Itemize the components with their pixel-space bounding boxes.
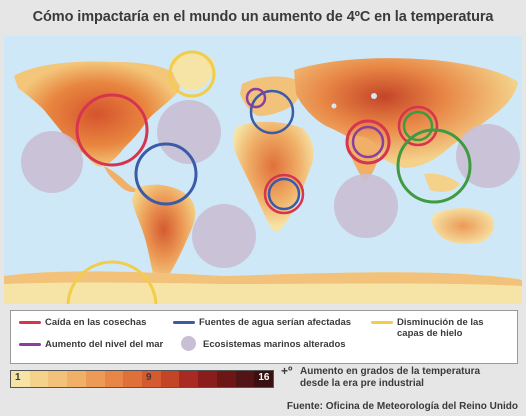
scale-description-line2: desde la era pre industrial (300, 378, 424, 389)
cosechas-circle-southern-africa (263, 173, 305, 215)
asia-landmass (294, 58, 518, 168)
southeast-asia-landmass (424, 173, 460, 192)
australia-landmass (432, 208, 495, 244)
legend-agua-label: Fuentes de agua serían afectadas (199, 317, 352, 328)
north-america-landmass (14, 61, 181, 167)
mar-circle-mediterranean (245, 87, 267, 109)
map-title: Cómo impactaría en el mundo un aumento d… (32, 9, 494, 25)
scale-min-label: 1 (15, 372, 21, 383)
scale-cell: 1 (11, 371, 30, 387)
scale-prefix: +º (281, 364, 293, 378)
scale-cell (29, 371, 49, 387)
scale-cell (198, 371, 217, 387)
ecosistemas-circle-atlantic-west (21, 131, 83, 193)
ecosistemas-circle-south-atlantic (192, 204, 256, 268)
lake (371, 93, 377, 99)
scale-cell (67, 371, 86, 387)
world-map-svg (4, 36, 522, 304)
antarctica-warm-band (4, 271, 522, 286)
temperature-scale: 1 9 16 (10, 370, 274, 388)
legend-agua-swatch (173, 321, 195, 324)
scale-cell (216, 371, 236, 387)
ecosistemas-circle-pacific-east (456, 124, 520, 188)
cosechas-circle-north-america (75, 93, 149, 167)
scale-cell (160, 371, 180, 387)
lake (331, 103, 337, 109)
scale-description-line1: Aumento en grados de la temperatura (300, 366, 481, 377)
legend-ecosistemas-label: Ecosistemas marinos alterados (203, 339, 346, 350)
scale-cell (104, 371, 124, 387)
legend-box: Caída en las cosechas Fuentes de agua se… (10, 310, 518, 364)
agua-circle-south-america (134, 142, 198, 206)
scale-cell (123, 371, 143, 387)
greenland-landmass (171, 53, 214, 91)
scale-cell (179, 371, 199, 387)
central-america-landmass (104, 166, 138, 193)
ecosistemas-circle-north-atlantic (157, 100, 221, 164)
india-landmass (348, 135, 379, 182)
legend-cosechas-label: Caída en las cosechas (45, 317, 147, 328)
ecosistemas-green-circle-southeast-asia (396, 128, 472, 204)
ecosistemas-circle-indian-ocean (334, 174, 398, 238)
mar-circle-india (351, 125, 385, 159)
scale-max-label: 16 (258, 372, 270, 383)
scale-cell (235, 371, 255, 387)
world-map (4, 36, 522, 304)
hielo-circle-greenland (168, 50, 216, 98)
legend-mar-swatch (19, 343, 41, 346)
ecosistemas-green-circle-china (402, 110, 434, 142)
scale-cell: 16 (254, 371, 274, 387)
scale-cell: 9 (142, 371, 161, 387)
legend-hielo-label: Disminución de las capas de hielo (397, 317, 484, 339)
south-america-landmass (132, 184, 196, 285)
source-note: Fuente: Oficina de Meteorología del Rein… (286, 401, 518, 412)
scale-description: Aumento en grados de la temperatura desd… (300, 366, 480, 390)
legend-ecosistemas-swatch (181, 336, 196, 351)
agua-circle-southern-africa (267, 177, 301, 211)
legend-hielo-swatch (371, 321, 393, 324)
scale-mid-label: 9 (146, 372, 152, 383)
cosechas-circle-china (397, 105, 439, 147)
scale-cell (85, 371, 105, 387)
scale-cell (48, 371, 68, 387)
cosechas-circle-india (345, 119, 391, 165)
legend-cosechas-swatch (19, 321, 41, 324)
legend-mar-label: Aumento del nivel del mar (45, 339, 164, 350)
hielo-circle-antarctica (66, 260, 158, 304)
agua-circle-europe (249, 89, 295, 135)
